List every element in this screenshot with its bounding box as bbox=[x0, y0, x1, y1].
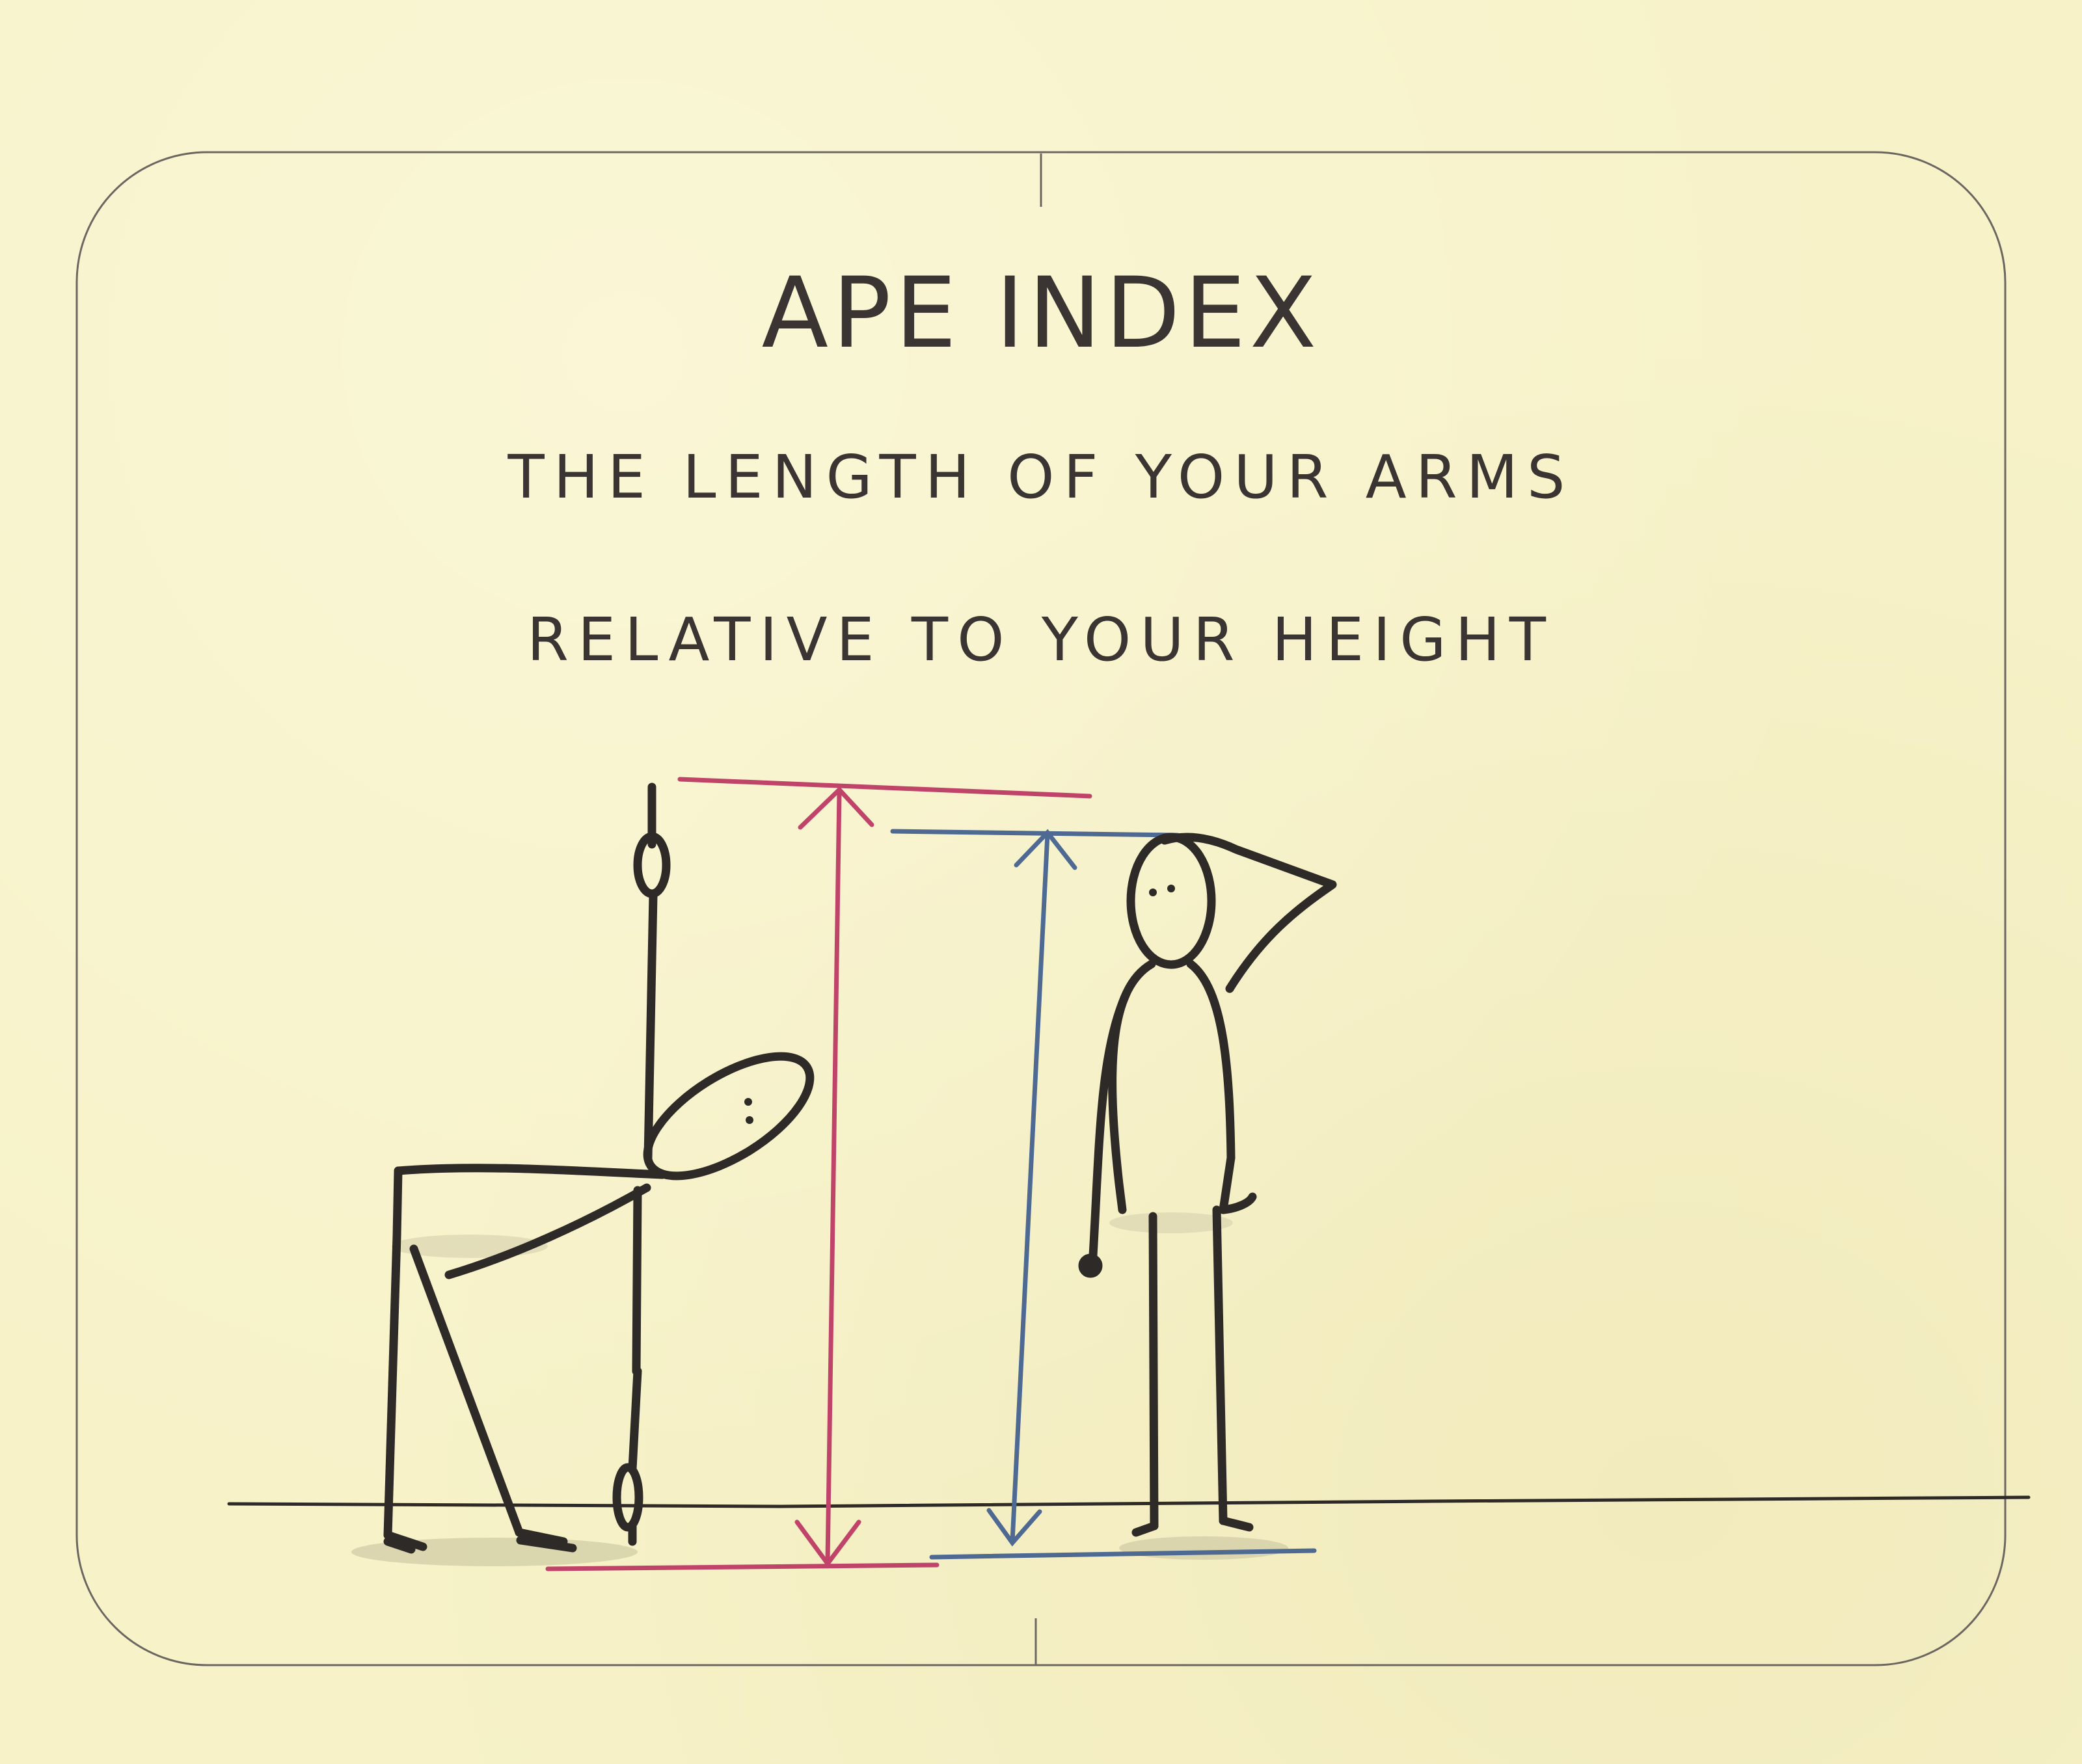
figure-reaching-icon bbox=[383, 782, 815, 1554]
arm-span-bottom-line bbox=[545, 1562, 940, 1571]
height-measure bbox=[890, 829, 1317, 1560]
ground-line bbox=[227, 1495, 2031, 1508]
reacher-eye bbox=[744, 1098, 752, 1106]
height-head-top bbox=[1014, 829, 1077, 870]
height-bottom-line bbox=[929, 1548, 1317, 1560]
subtitle-line-2: RELATIVE TO YOUR HEIGHT bbox=[527, 605, 1555, 675]
height-top-line bbox=[890, 829, 1180, 838]
standing-eye bbox=[1149, 889, 1157, 896]
figure-standing-icon bbox=[1078, 833, 1337, 1537]
shadow-waist bbox=[1109, 1212, 1233, 1233]
height-head-bottom bbox=[986, 1508, 1042, 1547]
arm-span-top-line bbox=[677, 777, 1092, 799]
arm-span-head-top bbox=[798, 786, 874, 830]
height-shaft bbox=[1010, 831, 1050, 1544]
standing-eye bbox=[1167, 885, 1175, 892]
shadow-standing bbox=[1119, 1536, 1288, 1560]
arm-span-shaft bbox=[825, 790, 842, 1564]
diagram-title: APE INDEX bbox=[761, 257, 1321, 370]
subtitle-line-1: THE LENGTH OF YOUR ARMS bbox=[507, 442, 1575, 512]
card-frame bbox=[75, 151, 2007, 1666]
arm-span-measure bbox=[545, 777, 1092, 1571]
arm-span-head-bottom bbox=[794, 1519, 861, 1568]
reacher-eye bbox=[746, 1116, 753, 1124]
